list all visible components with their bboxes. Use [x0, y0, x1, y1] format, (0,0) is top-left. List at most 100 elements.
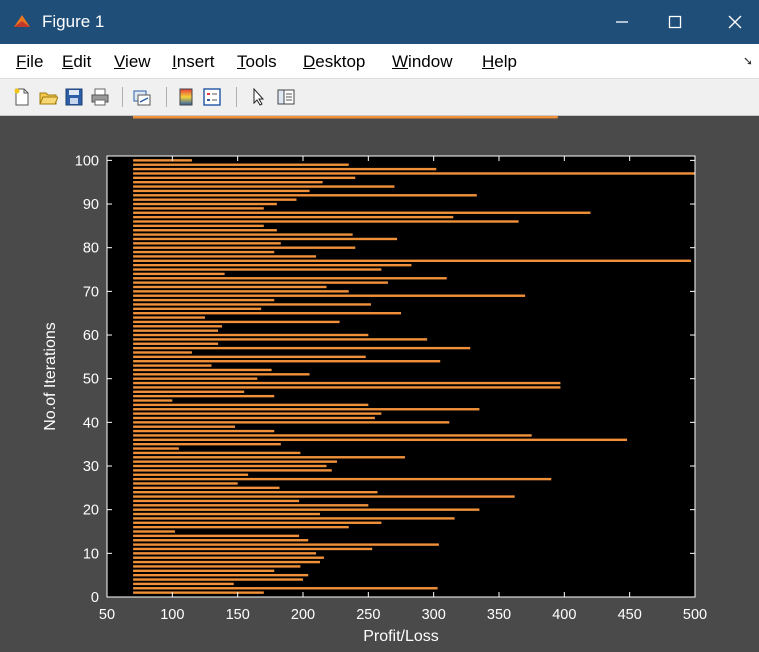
- y-tick-label: 60: [83, 328, 99, 344]
- y-tick-label: 90: [83, 197, 99, 213]
- bar: [133, 333, 369, 337]
- bar: [133, 194, 477, 197]
- bar: [133, 464, 327, 468]
- bar: [133, 578, 303, 581]
- menu-insert[interactable]: Insert: [172, 52, 215, 71]
- bar: [133, 329, 219, 332]
- bar: [133, 390, 245, 393]
- x-tick-label: 100: [160, 607, 184, 623]
- bar: [133, 508, 480, 511]
- menu-window[interactable]: Window: [392, 52, 453, 71]
- axis-ticks: 50 100 150 200 250 300 350 400 450 500 0 10 20 30 40 50…: [75, 153, 707, 623]
- bar: [133, 259, 692, 262]
- bar: [133, 185, 395, 188]
- bar: [133, 298, 275, 302]
- bar: [133, 416, 375, 420]
- bar: [133, 495, 515, 498]
- bar: [133, 255, 317, 258]
- maximize-button[interactable]: [652, 0, 698, 44]
- bar: [133, 211, 591, 214]
- menu-tools[interactable]: Tools: [237, 52, 277, 71]
- bar: [133, 167, 437, 171]
- axes-box: [106, 155, 696, 598]
- bar: [133, 263, 412, 267]
- bar: [133, 499, 300, 503]
- bar: [133, 442, 281, 446]
- bar: [133, 425, 236, 428]
- bar: [133, 491, 378, 494]
- select-pointer-icon[interactable]: [248, 87, 268, 107]
- bar: [133, 159, 192, 162]
- menu-file[interactable]: File: [16, 52, 44, 71]
- x-tick-label: 200: [291, 607, 315, 623]
- bar: [133, 473, 249, 476]
- matlab-icon: [14, 15, 30, 27]
- bar: [133, 338, 428, 341]
- bar: [133, 215, 454, 219]
- bar: [133, 521, 382, 524]
- x-tick-label: 50: [99, 607, 115, 623]
- bar: [133, 460, 337, 463]
- bar: [133, 346, 471, 350]
- bar: [133, 504, 369, 507]
- bar: [133, 163, 349, 166]
- bar: [133, 512, 320, 516]
- new-figure-icon[interactable]: [12, 87, 32, 107]
- bar: [133, 268, 382, 271]
- bar: [133, 434, 532, 437]
- colorbar-icon[interactable]: [176, 87, 196, 107]
- menu-bar: File Edit View Insert Tools Desktop Wind…: [0, 44, 759, 79]
- bar: [133, 429, 275, 433]
- bar: [133, 229, 277, 232]
- menu-edit[interactable]: Edit: [62, 52, 92, 71]
- bar: [133, 438, 628, 442]
- bar: [133, 364, 212, 367]
- bar: [133, 325, 222, 328]
- save-icon[interactable]: [64, 87, 84, 107]
- bar: [133, 534, 300, 538]
- print-icon[interactable]: [90, 87, 110, 107]
- bar: [133, 176, 356, 180]
- bar: [133, 552, 317, 555]
- toolbar-separator: [166, 87, 167, 107]
- bar: [133, 482, 238, 485]
- bar: [133, 412, 382, 415]
- menu-desktop[interactable]: Desktop: [303, 52, 366, 71]
- bar-chart: 50 100 150 200 250 300 350 400 450 500 0 10 20 30 40 50…: [42, 116, 707, 645]
- bar: [133, 207, 264, 210]
- menu-view[interactable]: View: [114, 52, 151, 71]
- minimize-icon: [616, 21, 628, 23]
- dock-pin-icon[interactable]: ➘: [742, 54, 753, 68]
- y-tick-label: 50: [83, 372, 99, 388]
- x-tick-label: 250: [356, 607, 380, 623]
- menu-help[interactable]: Help: [482, 52, 517, 71]
- legend-icon[interactable]: [202, 87, 222, 107]
- property-inspector-icon[interactable]: [276, 87, 296, 107]
- bar: [133, 421, 450, 424]
- bar: [133, 242, 281, 245]
- bar: [133, 320, 340, 324]
- bar: [133, 456, 405, 459]
- maximize-icon: [668, 15, 682, 29]
- bar: [133, 477, 552, 481]
- bar: [133, 342, 219, 345]
- close-icon: [728, 15, 742, 29]
- toolbar-separator: [122, 87, 123, 107]
- bar: [133, 469, 332, 472]
- link-plot-icon[interactable]: [132, 87, 152, 107]
- y-tick-label: 40: [83, 415, 99, 431]
- bar: [133, 198, 297, 201]
- bar: [133, 246, 356, 249]
- bar: [133, 582, 234, 586]
- bar: [133, 447, 179, 450]
- open-file-icon[interactable]: [38, 87, 58, 107]
- bar: [133, 355, 366, 359]
- minimize-button[interactable]: [599, 0, 645, 44]
- bar: [133, 386, 561, 389]
- bar: [133, 311, 401, 315]
- y-tick-label: 0: [91, 590, 99, 606]
- close-button[interactable]: [712, 0, 758, 44]
- bar: [133, 587, 438, 590]
- x-tick-label: 500: [683, 607, 707, 623]
- bar: [133, 250, 275, 254]
